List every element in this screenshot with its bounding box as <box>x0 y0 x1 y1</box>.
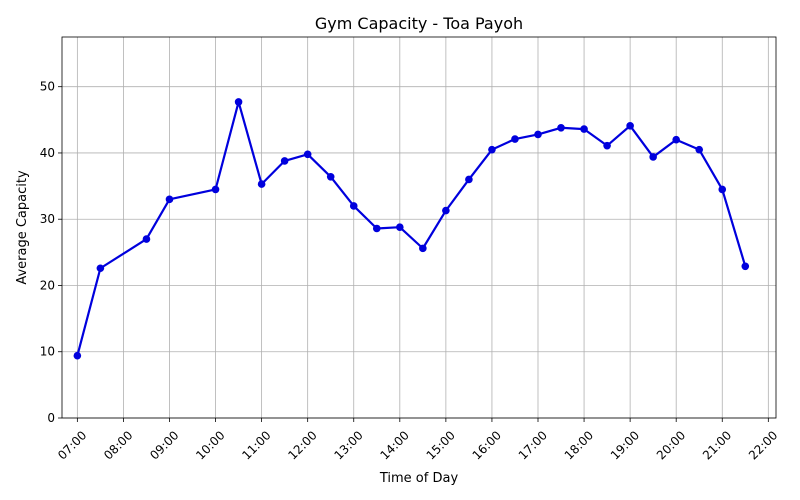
data-point <box>165 195 174 204</box>
data-point <box>349 202 358 210</box>
y-tick-label: 10 <box>40 345 55 359</box>
x-tick-label: 17:00 <box>516 428 550 462</box>
x-tick-label: 19:00 <box>608 428 642 462</box>
data-point <box>534 130 542 139</box>
data-point <box>557 123 565 132</box>
x-tick-label: 22:00 <box>746 428 780 462</box>
series-line <box>76 100 747 356</box>
y-tick-label: 40 <box>40 146 55 160</box>
data-point <box>257 180 266 188</box>
data-point <box>741 262 750 271</box>
data-point <box>626 121 634 130</box>
x-axis: 07:00 08:00 09:00 10:00 11:00 12:00 13:00 14:00… <box>55 418 780 463</box>
data-point <box>419 244 427 253</box>
x-tick-label: 07:00 <box>55 428 89 462</box>
data-point <box>211 185 220 194</box>
data-point <box>326 173 335 181</box>
x-tick-label: 12:00 <box>285 428 319 462</box>
y-axis-label: Average Capacity <box>15 170 30 285</box>
data-point <box>442 206 450 215</box>
data-point <box>511 135 519 143</box>
data-point <box>465 175 473 184</box>
x-tick-label: 20:00 <box>654 428 688 462</box>
data-point <box>73 351 82 360</box>
y-tick-label: 20 <box>40 278 55 292</box>
x-tick-label: 16:00 <box>470 428 504 462</box>
data-point <box>603 141 611 150</box>
data-point <box>280 157 289 165</box>
data-point <box>718 185 727 194</box>
y-tick-label: 30 <box>40 212 55 226</box>
x-tick-label: 08:00 <box>101 428 135 462</box>
x-tick-label: 21:00 <box>700 428 734 462</box>
chart-title: Gym Capacity - Toa Payoh <box>315 14 523 33</box>
x-axis-label: Time of Day <box>379 471 459 486</box>
data-point <box>234 98 243 106</box>
plot-frame <box>61 36 777 419</box>
series-layer <box>73 98 750 360</box>
y-axis: 0 10 20 30 40 50 <box>40 80 62 425</box>
data-point <box>580 125 588 133</box>
x-tick-label: 13:00 <box>331 428 365 462</box>
x-tick-label: 14:00 <box>378 428 412 462</box>
data-point <box>649 153 657 161</box>
x-tick-label: 09:00 <box>147 428 181 462</box>
x-tick-label: 15:00 <box>424 428 458 462</box>
data-point <box>96 264 105 273</box>
y-tick-label: 50 <box>40 80 55 94</box>
data-point <box>372 224 381 233</box>
data-point <box>488 145 496 154</box>
x-tick-label: 11:00 <box>239 428 273 462</box>
data-point <box>695 145 704 154</box>
grid <box>62 37 776 419</box>
data-point <box>303 150 312 159</box>
data-point <box>396 223 404 231</box>
data-point <box>672 135 680 144</box>
data-point <box>142 235 151 243</box>
y-tick-label: 0 <box>47 411 55 425</box>
x-tick-label: 10:00 <box>193 428 227 462</box>
x-tick-label: 18:00 <box>562 428 596 462</box>
